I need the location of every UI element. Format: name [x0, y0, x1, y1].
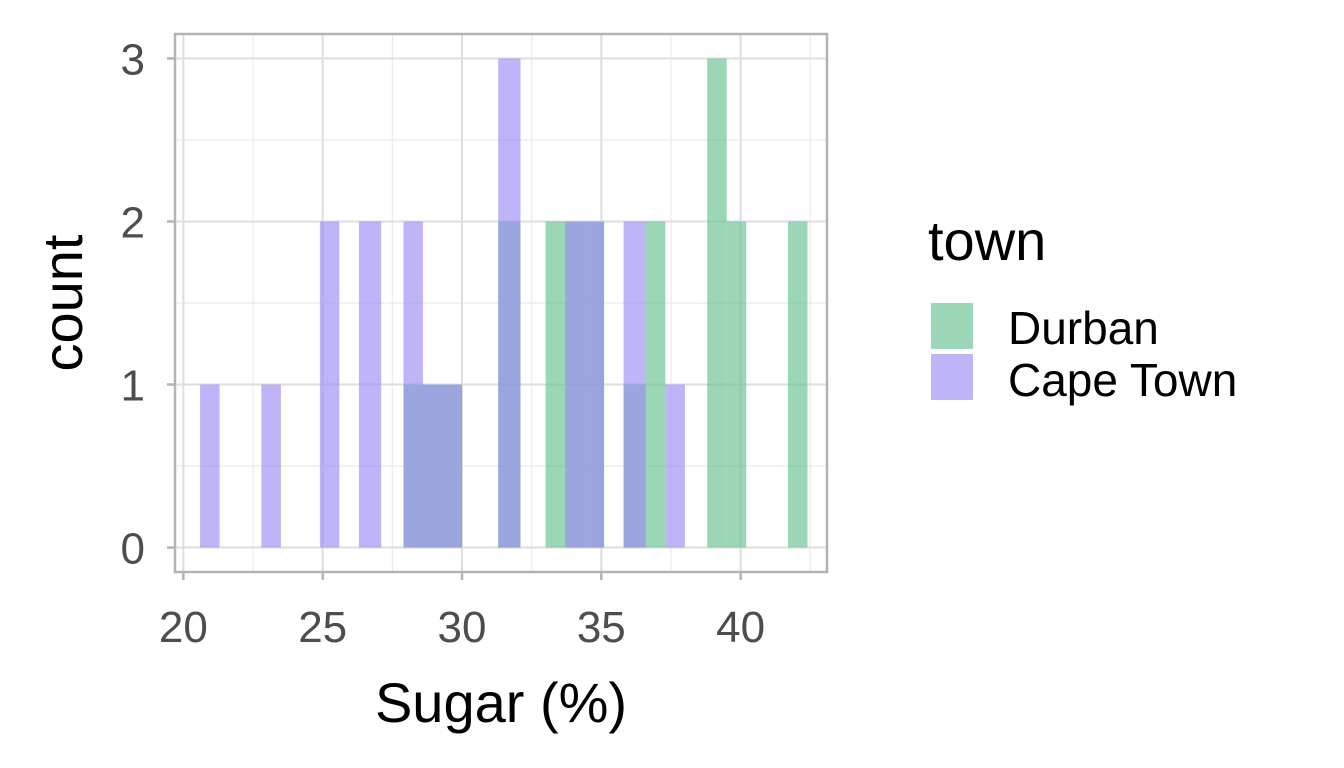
legend: town Durban Cape Town — [928, 209, 1237, 406]
bar-cape-town — [422, 384, 443, 548]
bar-cape-town — [442, 384, 462, 548]
x-axis-title: Sugar (%) — [375, 671, 627, 734]
legend-swatch-durban — [931, 303, 973, 349]
x-tick-label: 35 — [577, 603, 626, 652]
bar-cape-town — [358, 221, 382, 548]
bar-durban — [645, 221, 666, 548]
legend-label-cape-town: Cape Town — [1008, 354, 1237, 406]
y-tick-label: 0 — [121, 525, 145, 574]
x-tick-label: 40 — [716, 603, 765, 652]
bar-durban — [726, 221, 747, 548]
bars-layer — [200, 58, 808, 548]
legend-title: town — [928, 209, 1046, 272]
bar-cape-town — [261, 384, 281, 548]
legend-item-durban: Durban — [931, 302, 1159, 354]
bar-cape-town — [200, 384, 220, 548]
bar-durban — [787, 221, 808, 548]
bar-cape-town — [403, 221, 423, 548]
legend-label-durban: Durban — [1008, 302, 1159, 354]
legend-swatch-cape-town — [931, 354, 973, 400]
bar-cape-town — [584, 221, 605, 548]
plot-panel-border — [173, 32, 829, 574]
bar-cape-town — [623, 221, 646, 548]
y-axis-title: count — [31, 234, 94, 371]
bar-durban — [545, 221, 566, 548]
x-tick-label: 20 — [159, 603, 208, 652]
x-tick-label: 25 — [298, 603, 347, 652]
bar-durban — [707, 58, 727, 548]
legend-item-cape-town: Cape Town — [931, 354, 1237, 406]
axis-layer: 20 25 30 35 40 0 1 2 3 — [121, 35, 766, 652]
bar-cape-town — [319, 221, 340, 548]
x-tick-label: 30 — [438, 603, 487, 652]
bar-cape-town — [665, 384, 685, 548]
y-tick-label: 1 — [121, 362, 145, 411]
y-tick-label: 3 — [121, 35, 145, 84]
y-tick-label: 2 — [121, 198, 145, 247]
bar-cape-town — [565, 221, 585, 548]
bar-cape-town — [498, 58, 521, 548]
